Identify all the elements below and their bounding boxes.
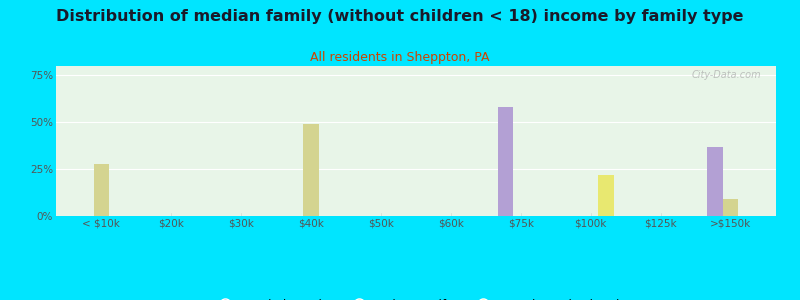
Bar <box>598 175 614 216</box>
Bar <box>94 164 109 216</box>
Text: Distribution of median family (without children < 18) income by family type: Distribution of median family (without c… <box>56 9 744 24</box>
Text: City-Data.com: City-Data.com <box>692 70 762 80</box>
Legend: Married couple, Male, no wife, Female, no husband: Married couple, Male, no wife, Female, n… <box>208 294 624 300</box>
Text: All residents in Sheppton, PA: All residents in Sheppton, PA <box>310 51 490 64</box>
Bar <box>723 199 738 216</box>
Bar <box>498 107 513 216</box>
Bar <box>303 124 319 216</box>
Bar <box>707 147 723 216</box>
